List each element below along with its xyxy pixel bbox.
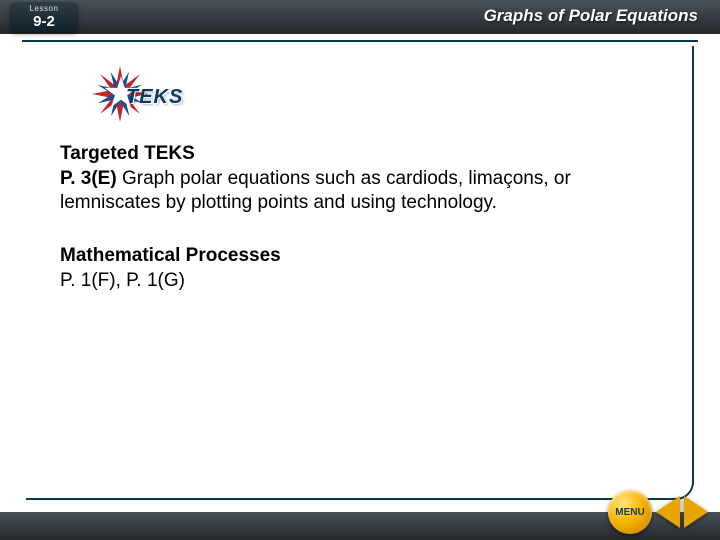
lesson-badge: Lesson 9-2 [10,2,78,32]
horizontal-rule [22,40,698,42]
teks-logo: TEKS [88,64,184,132]
lesson-label: Lesson [30,4,59,13]
teks-logo-text: TEKS [126,86,183,109]
next-arrow-icon[interactable] [684,496,708,528]
menu-button-label: MENU [615,507,644,518]
nav-controls: MENU [608,490,708,534]
top-bar: Lesson 9-2 Graphs of Polar Equations [0,0,720,34]
lesson-number: 9-2 [33,13,55,30]
section-math-processes: Mathematical Processes P. 1(F), P. 1(G) [60,244,658,293]
section-targeted-teks: Targeted TEKS P. 3(E) Graph polar equati… [60,142,658,216]
section-heading: Targeted TEKS [60,143,195,164]
prev-arrow-icon[interactable] [656,496,680,528]
section-gap [60,216,658,238]
page-title: Graphs of Polar Equations [484,6,698,26]
section-code: P. 3(E) [60,168,117,189]
section-body: Graph polar equations such as cardiods, … [60,168,571,214]
section-body: P. 1(F), P. 1(G) [60,270,185,291]
section-heading: Mathematical Processes [60,245,281,266]
menu-button[interactable]: MENU [608,490,652,534]
content-frame: TEKS Targeted TEKS P. 3(E) Graph polar e… [26,46,694,500]
